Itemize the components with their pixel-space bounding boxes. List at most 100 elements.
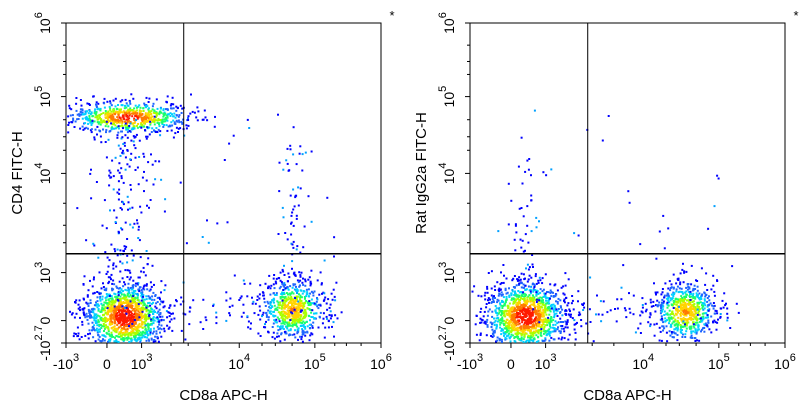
event-dot xyxy=(155,316,158,319)
event-dot xyxy=(151,332,154,335)
event-dot xyxy=(490,301,493,304)
event-dot xyxy=(274,280,277,283)
event-dot xyxy=(518,276,521,279)
event-dot xyxy=(134,317,137,320)
event-dot xyxy=(130,188,132,191)
event-dot xyxy=(672,286,675,289)
event-dot xyxy=(670,286,673,289)
event-dot xyxy=(113,340,116,343)
event-dot xyxy=(675,327,678,329)
event-dot xyxy=(297,327,300,330)
event-dot xyxy=(81,117,84,120)
event-dot xyxy=(127,201,130,204)
event-dot xyxy=(690,318,693,321)
event-dot xyxy=(310,323,312,326)
event-dot xyxy=(283,288,286,291)
event-dot xyxy=(293,308,296,311)
event-dot xyxy=(145,179,148,182)
event-dot xyxy=(296,289,299,292)
event-dot xyxy=(216,222,219,225)
event-dot xyxy=(708,328,711,331)
event-dot xyxy=(641,297,644,300)
event-dot xyxy=(121,324,124,326)
event-dot xyxy=(268,311,271,314)
event-dot xyxy=(143,120,146,123)
event-dot xyxy=(102,313,105,316)
event-dot xyxy=(682,322,685,325)
event-dot xyxy=(95,301,97,304)
event-dot xyxy=(700,328,703,331)
event-dot xyxy=(104,335,107,338)
event-dot xyxy=(125,324,128,327)
event-dot xyxy=(713,304,716,307)
event-dot xyxy=(143,190,145,193)
event-dot xyxy=(533,109,536,112)
event-dot xyxy=(300,309,303,312)
event-dot xyxy=(134,336,137,339)
event-dot xyxy=(656,299,659,302)
event-dot xyxy=(134,339,137,342)
event-dot xyxy=(103,327,106,330)
event-dot xyxy=(110,278,112,281)
event-dot xyxy=(694,329,697,332)
event-dot xyxy=(272,297,275,300)
event-dot xyxy=(202,298,205,301)
event-dot xyxy=(124,168,127,171)
event-dot xyxy=(254,302,257,305)
event-dot xyxy=(304,334,307,337)
event-dot xyxy=(158,296,161,299)
event-dot xyxy=(165,108,167,111)
event-dot xyxy=(487,297,490,300)
event-dot xyxy=(102,318,105,320)
event-dot xyxy=(71,114,74,117)
event-dot xyxy=(124,98,127,101)
event-dot xyxy=(525,320,528,322)
event-dot xyxy=(269,304,272,306)
event-dot xyxy=(693,308,696,311)
event-dot xyxy=(313,302,316,305)
event-dot xyxy=(546,319,549,322)
event-dot xyxy=(122,340,125,342)
event-dot xyxy=(292,224,295,227)
event-dot xyxy=(291,243,294,246)
event-dot xyxy=(296,308,299,311)
event-dot xyxy=(145,135,148,138)
event-dot xyxy=(142,266,145,269)
event-dot xyxy=(292,240,295,243)
event-dot xyxy=(147,312,150,315)
event-dot xyxy=(138,329,141,332)
event-dot xyxy=(152,319,155,322)
event-dot xyxy=(540,331,542,334)
event-dot xyxy=(690,325,693,328)
event-dot xyxy=(106,311,109,314)
event-dot xyxy=(712,305,715,308)
event-dot xyxy=(694,288,697,290)
event-dot xyxy=(152,301,155,304)
event-dot xyxy=(552,310,555,313)
event-dot xyxy=(135,303,138,306)
event-dot xyxy=(129,294,132,297)
event-dot xyxy=(329,303,332,306)
event-dot xyxy=(156,320,159,323)
event-dot xyxy=(685,311,688,314)
event-dot xyxy=(527,268,530,271)
event-dot xyxy=(112,279,115,282)
event-dot xyxy=(698,308,701,311)
event-dot xyxy=(127,310,130,313)
event-dot xyxy=(125,245,128,248)
event-dot xyxy=(548,306,551,309)
event-dot xyxy=(516,331,519,334)
event-dot xyxy=(535,293,538,296)
event-dot xyxy=(129,299,132,302)
event-dot xyxy=(530,318,533,321)
event-dot xyxy=(494,309,497,312)
event-dot xyxy=(97,121,100,124)
event-dot xyxy=(135,133,138,136)
event-dot xyxy=(527,309,530,312)
event-dot xyxy=(716,279,718,282)
event-dot xyxy=(512,298,515,301)
event-dot xyxy=(113,127,116,130)
event-dot xyxy=(151,115,154,118)
event-dot xyxy=(128,126,131,129)
event-dot xyxy=(126,330,129,333)
